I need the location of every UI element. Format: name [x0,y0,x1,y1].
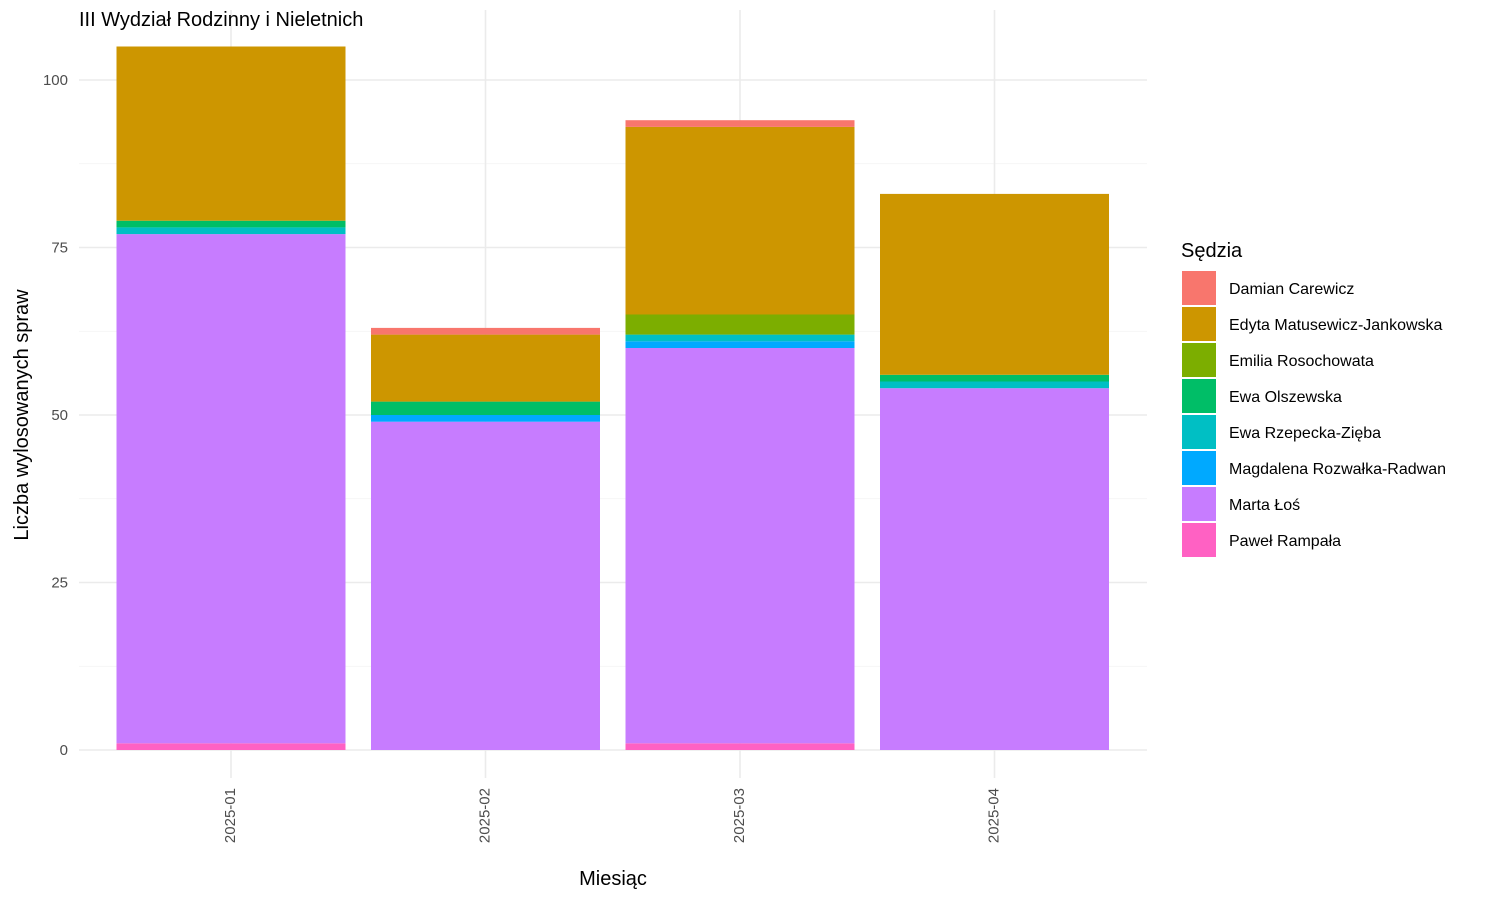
legend-swatch [1182,343,1216,377]
bar-segment [880,193,1109,375]
x-tick-label: 2025-04 [985,788,1002,843]
bar-segment [371,334,600,402]
bars [116,46,1109,750]
y-tick-label: 75 [51,240,68,257]
bar-segment [880,388,1109,750]
legend-label: Ewa Olszewska [1229,389,1342,406]
legend-swatch [1182,487,1216,521]
bar-segment [625,120,855,127]
legend-swatch [1182,415,1216,449]
legend-label: Magdalena Rozwałka-Radwan [1229,461,1446,478]
bar-segment [116,234,346,744]
bar-segment [625,743,855,750]
bar-segment [116,46,346,221]
bar-segment [116,743,346,750]
bar-segment [625,314,855,335]
legend-swatch [1182,523,1216,557]
y-axis-ticks: 0 25 50 75 100 [43,72,68,759]
bar-segment [371,421,600,750]
legend-title: Sędzia [1181,240,1243,262]
legend: Sędzia Damian Carewicz Edyta Matusewicz-J… [1181,240,1446,557]
x-tick-label: 2025-02 [476,788,493,843]
bar-segment [116,220,346,228]
legend-label: Paweł Rampała [1229,533,1341,550]
bar-segment [371,415,600,422]
bar-segment [880,381,1109,389]
y-tick-label: 50 [51,407,68,424]
bar-segment [371,327,600,335]
legend-label: Edyta Matusewicz-Jankowska [1229,317,1443,334]
bar-segment [625,126,855,315]
legend-label: Emilia Rosochowata [1229,353,1374,370]
y-tick-label: 100 [43,72,68,89]
legend-swatch [1182,307,1216,341]
y-axis-title: Liczba wylosowanych spraw [11,289,33,541]
chart-title: III Wydział Rodzinny i Nieletnich [79,9,363,31]
legend-swatch [1182,451,1216,485]
x-tick-label: 2025-03 [731,788,748,843]
bar-segment [625,341,855,348]
legend-label: Damian Carewicz [1229,281,1354,298]
y-tick-label: 25 [51,575,68,592]
bar-segment [116,227,346,235]
x-axis-title: Miesiąc [579,868,647,890]
y-tick-label: 0 [60,742,68,759]
legend-label: Ewa Rzepecka-Zięba [1229,425,1381,442]
legend-swatch [1182,271,1216,305]
legend-swatch [1182,379,1216,413]
legend-label: Marta Łoś [1229,497,1300,514]
bar-segment [625,334,855,342]
bar-segment [880,374,1109,382]
x-tick-label: 2025-01 [222,788,239,843]
bar-segment [625,348,855,744]
x-axis-ticks: 2025-01 2025-02 2025-03 2025-04 [222,788,1003,843]
bar-segment [371,401,600,415]
